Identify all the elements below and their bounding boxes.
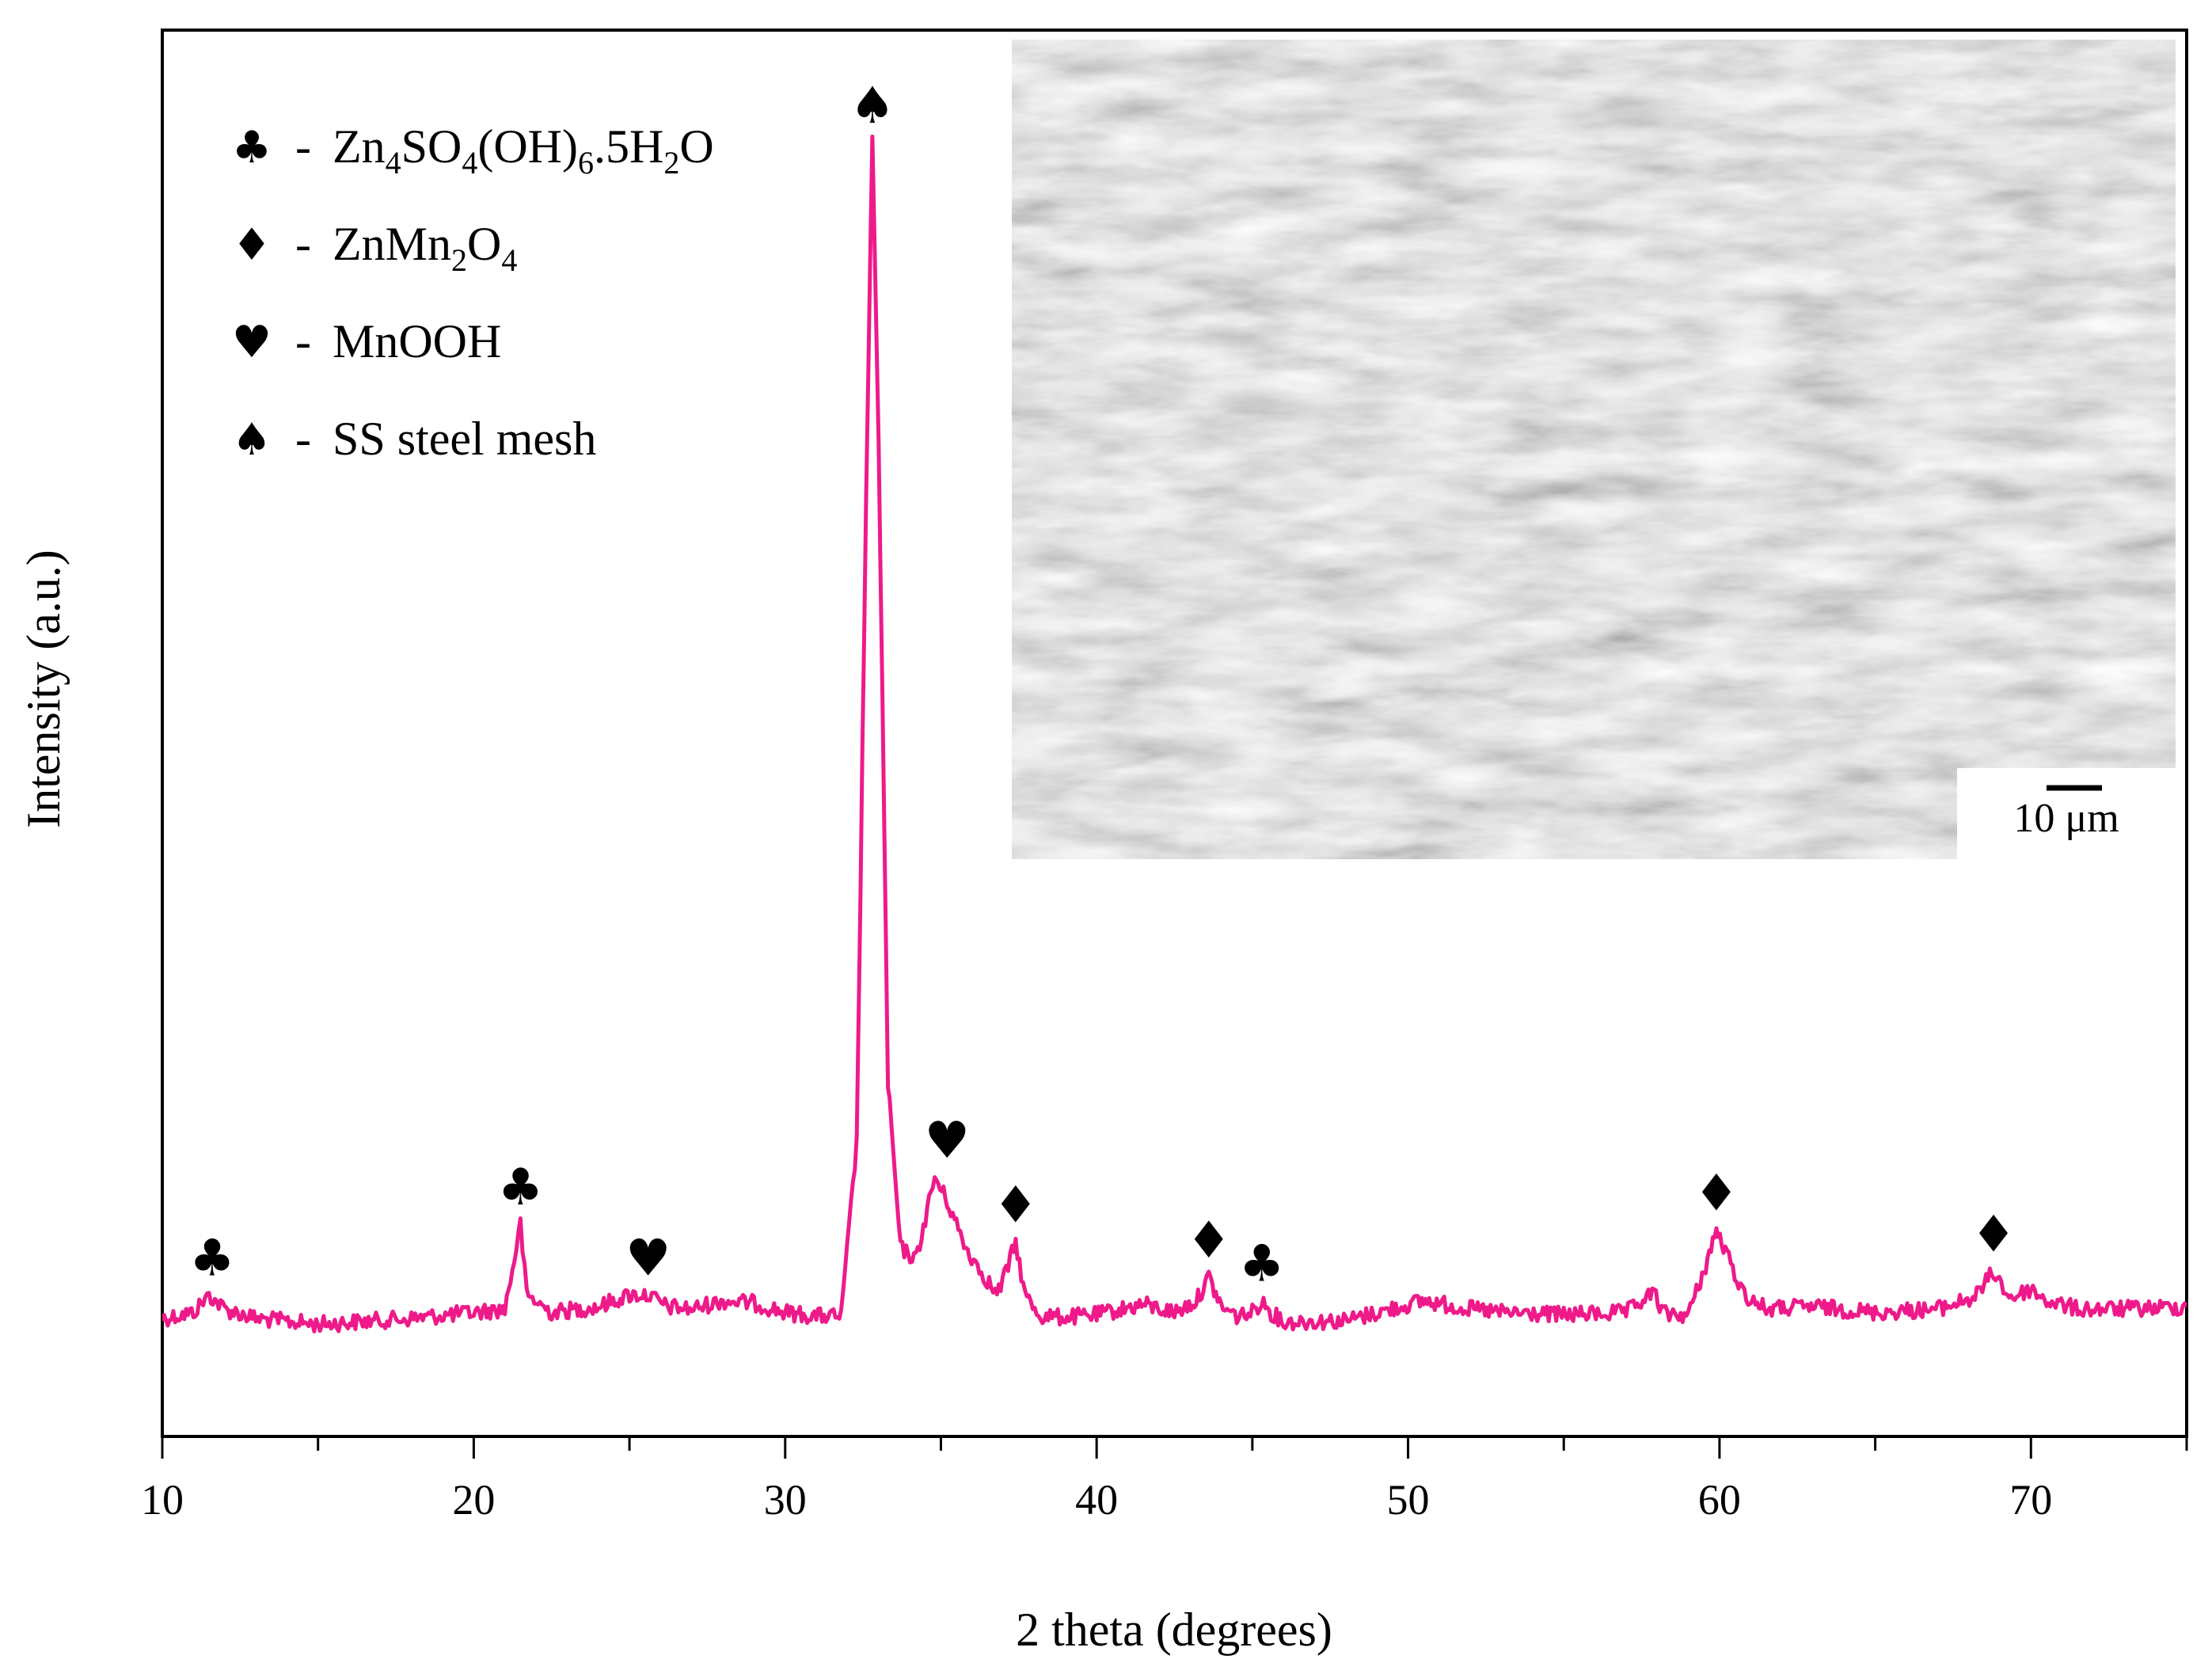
legend-symbol: ♣ (232, 122, 272, 173)
peak-marker: ♣ (189, 1229, 234, 1288)
x-tick-label: 10 (141, 1476, 184, 1524)
legend-dash: - (295, 413, 311, 465)
legend-dash: - (295, 120, 311, 173)
peak-marker: ♦ (993, 1176, 1038, 1235)
xrd-pattern-line (162, 134, 2187, 1333)
scale-bar-box (1957, 768, 2176, 859)
peak-marker: ♣ (1239, 1235, 1284, 1294)
x-tick-label: 50 (1387, 1476, 1430, 1524)
x-tick-label: 40 (1075, 1476, 1118, 1524)
peak-marker: ♥ (925, 1112, 970, 1170)
scale-bar-label: 10 μm (2013, 796, 2119, 841)
legend-label: SS steel mesh (333, 413, 596, 465)
sem-inset-image (1012, 40, 2176, 859)
plot-frame (161, 29, 2188, 1438)
legend-symbol: ♥ (232, 317, 272, 368)
peak-marker: ♣ (498, 1158, 543, 1217)
peak-markers: ♣♣♥♠♥♦♦ ♣♦♦ (189, 77, 2016, 1294)
peak-marker: ♦ (1186, 1212, 1231, 1270)
legend-label: ZnMn2​O4​ (333, 218, 517, 278)
legend-symbol: ♦ (232, 219, 272, 271)
peak-marker: ♦ (1971, 1206, 2016, 1265)
x-tick-label: 70 (2009, 1476, 2052, 1524)
legend-symbol: ♠ (232, 414, 272, 466)
legend-label: Zn4​SO4​(OH)6​.5H2​O (333, 120, 714, 181)
y-axis-label: Intensity (a.u.) (17, 550, 70, 828)
legend-dash: - (295, 218, 311, 270)
x-axis-label: 2 theta (degrees) (1016, 1604, 1332, 1656)
peak-marker: ♥ (625, 1229, 671, 1288)
x-tick-label: 20 (452, 1476, 495, 1524)
x-tick-label: 60 (1698, 1476, 1741, 1524)
legend-label: MnOOH (333, 315, 501, 367)
peak-marker: ♠ (849, 77, 895, 135)
x-axis-ticks: 10 20 30 40 50 60 70 (141, 1436, 2188, 1524)
legend-dash: - (295, 315, 311, 367)
series-layer (162, 134, 2187, 1333)
peak-marker: ♦ (1693, 1165, 1739, 1223)
legend: ♣-Zn4​SO4​(OH)6​.5H2​O♦-ZnMn2​O4​♥-MnOOH… (232, 120, 714, 466)
x-tick-label: 30 (764, 1476, 807, 1524)
sem-inset: 10 μm (1012, 40, 2176, 859)
